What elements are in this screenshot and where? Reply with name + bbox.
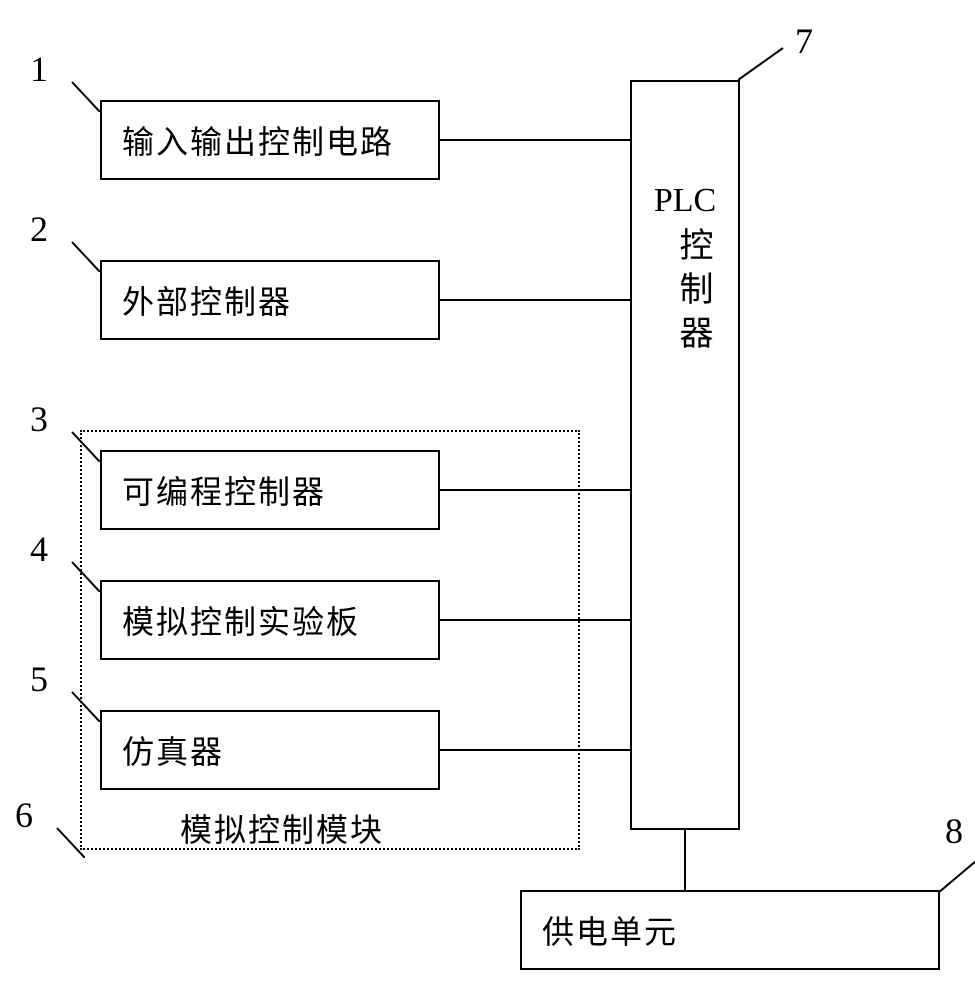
ref-tick-3 [60, 422, 100, 462]
plc-controller-box: PLC 控制器 [630, 80, 740, 830]
connector-b1-plc [440, 139, 630, 141]
ref-num-8: 8 [945, 810, 963, 852]
connector-b3-plc [440, 489, 630, 491]
programmable-controller-box: 可编程控制器 [100, 450, 440, 530]
ref-tick-6 [45, 818, 85, 858]
simulator-box: 仿真器 [100, 710, 440, 790]
simulator-label: 仿真器 [122, 727, 224, 773]
ref-tick-5 [60, 682, 100, 722]
ref-tick-8 [938, 855, 975, 900]
analog-control-board-label: 模拟控制实验板 [122, 597, 360, 643]
ref-num-4: 4 [30, 528, 48, 570]
external-controller-label: 外部控制器 [122, 277, 292, 323]
ref-tick-4 [60, 552, 100, 592]
ref-tick-2 [60, 232, 100, 272]
ref-num-3: 3 [30, 398, 48, 440]
connector-b2-plc [440, 299, 630, 301]
io-control-circuit-label: 输入输出控制电路 [122, 117, 394, 163]
power-supply-label: 供电单元 [542, 907, 678, 953]
programmable-controller-label: 可编程控制器 [122, 467, 326, 513]
plc-prefix: PLC [632, 182, 738, 220]
external-controller-box: 外部控制器 [100, 260, 440, 340]
analog-control-board-box: 模拟控制实验板 [100, 580, 440, 660]
ref-tick-1 [60, 72, 100, 112]
ref-num-5: 5 [30, 658, 48, 700]
ref-num-6: 6 [15, 794, 33, 836]
ref-num-1: 1 [30, 48, 48, 90]
simulation-module-label: 模拟控制模块 [180, 805, 384, 851]
plc-suffix: 控制器 [668, 227, 717, 359]
power-supply-box: 供电单元 [520, 890, 940, 970]
connector-b5-plc [440, 749, 630, 751]
ref-num-7: 7 [795, 20, 813, 62]
connector-b4-plc [440, 619, 630, 621]
io-control-circuit-box: 输入输出控制电路 [100, 100, 440, 180]
ref-num-2: 2 [30, 208, 48, 250]
ref-tick-7 [738, 40, 798, 90]
connector-plc-power [684, 830, 686, 890]
